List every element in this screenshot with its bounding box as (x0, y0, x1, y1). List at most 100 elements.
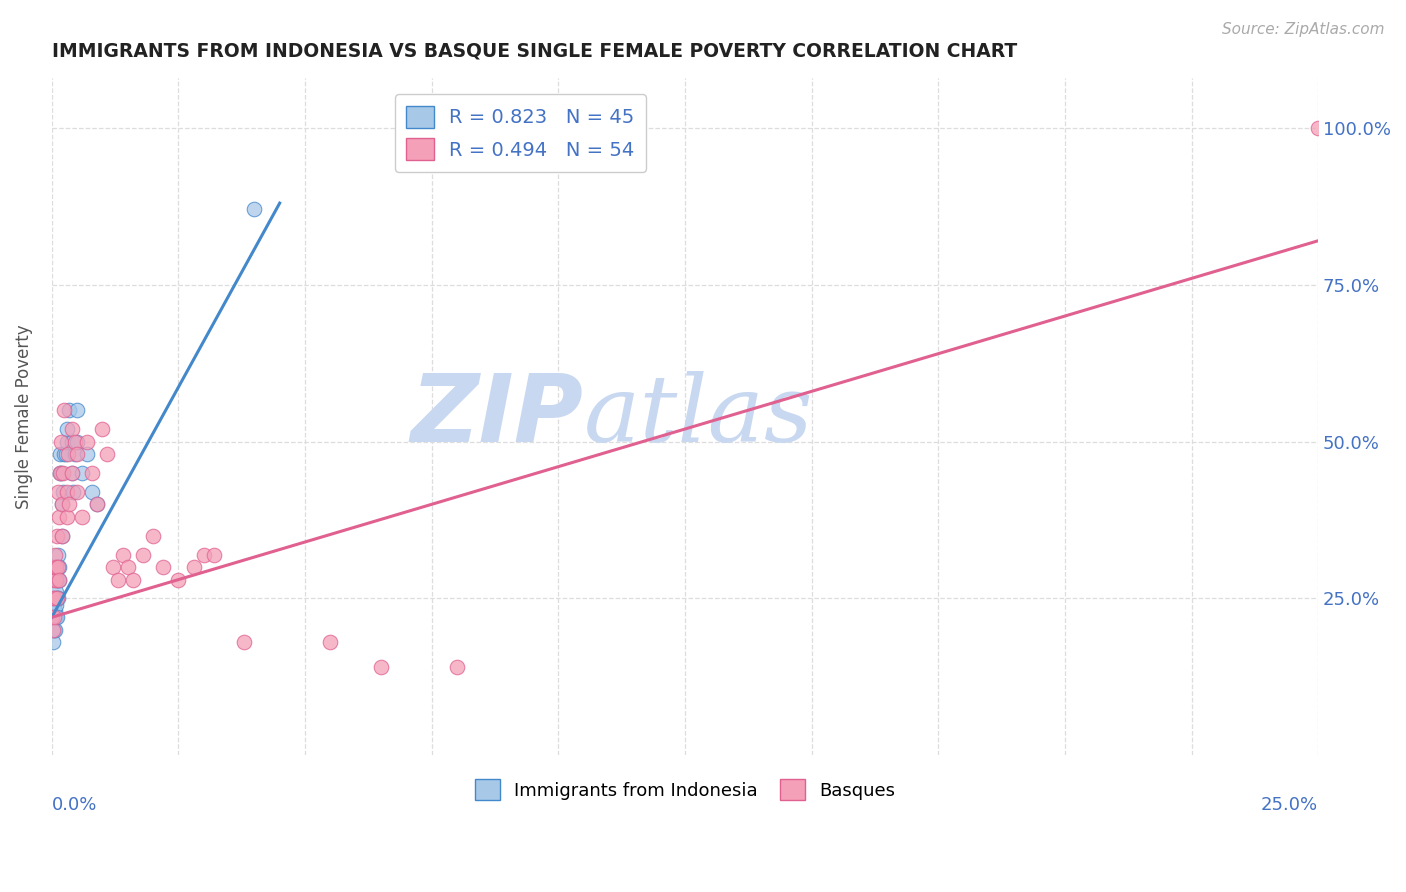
Point (56, 447, 79, 461)
Point (45, 591, 67, 606)
Point (243, 202, 266, 217)
Point (48, 509, 70, 524)
Point (42, 635, 65, 649)
Point (132, 548, 155, 562)
Point (66, 434, 89, 449)
Point (46, 573, 69, 587)
Point (44, 598, 66, 612)
Point (82, 484, 104, 499)
Point (66, 447, 89, 461)
Point (183, 560, 205, 574)
Point (63, 434, 86, 449)
Point (44, 591, 66, 606)
Point (53, 403, 76, 417)
Point (193, 548, 215, 562)
Point (49, 466, 72, 480)
Point (55, 447, 77, 461)
Point (56, 484, 79, 499)
Point (45, 585, 67, 599)
Point (111, 548, 134, 562)
Point (45, 560, 67, 574)
Point (70, 466, 93, 480)
Point (52, 484, 75, 499)
Y-axis label: Single Female Poverty: Single Female Poverty (15, 324, 32, 508)
Point (48, 560, 70, 574)
Point (202, 548, 225, 562)
Point (52, 466, 75, 480)
Point (1308, 120, 1330, 135)
Point (446, 660, 468, 674)
Text: Source: ZipAtlas.com: Source: ZipAtlas.com (1222, 22, 1385, 37)
Point (42, 591, 65, 606)
Point (51, 529, 73, 543)
Text: atlas: atlas (583, 371, 813, 461)
Point (45, 560, 67, 574)
Point (45, 610, 67, 624)
Text: 0.0%: 0.0% (52, 796, 97, 814)
Point (121, 573, 143, 587)
Point (49, 466, 72, 480)
Point (45, 573, 67, 587)
Point (167, 573, 190, 587)
Point (60, 434, 83, 449)
Point (42, 610, 65, 624)
Point (60, 466, 83, 480)
Point (233, 635, 256, 649)
Point (42, 610, 65, 624)
Point (70, 509, 93, 524)
Point (319, 635, 342, 649)
Point (51, 529, 73, 543)
Point (46, 560, 69, 574)
Point (53, 447, 76, 461)
Point (56, 434, 79, 449)
Point (370, 660, 392, 674)
Point (49, 434, 72, 449)
Point (48, 573, 70, 587)
Point (45, 591, 67, 606)
Point (86, 497, 108, 511)
Point (44, 623, 66, 637)
Point (101, 560, 124, 574)
Point (45, 591, 67, 606)
Point (45, 598, 67, 612)
Point (45, 610, 67, 624)
Point (66, 484, 89, 499)
Point (91, 422, 114, 436)
Point (44, 560, 66, 574)
Point (56, 422, 79, 436)
Point (82, 466, 104, 480)
Point (46, 591, 69, 606)
Point (48, 573, 70, 587)
Point (46, 484, 69, 499)
Point (46, 560, 69, 574)
Point (45, 573, 67, 587)
Point (86, 497, 108, 511)
Text: IMMIGRANTS FROM INDONESIA VS BASQUE SINGLE FEMALE POVERTY CORRELATION CHART: IMMIGRANTS FROM INDONESIA VS BASQUE SING… (52, 42, 1017, 61)
Text: 25.0%: 25.0% (1261, 796, 1319, 814)
Point (58, 403, 80, 417)
Point (152, 560, 174, 574)
Point (41, 610, 63, 624)
Point (60, 466, 83, 480)
Point (44, 610, 66, 624)
Point (49, 447, 72, 461)
Point (117, 560, 139, 574)
Point (60, 422, 83, 436)
Point (42, 623, 65, 637)
Point (96, 447, 118, 461)
Point (45, 529, 67, 543)
Point (76, 447, 98, 461)
Point (107, 573, 129, 587)
Point (49, 466, 72, 480)
Point (44, 548, 66, 562)
Point (46, 548, 69, 562)
Legend: Immigrants from Indonesia, Basques: Immigrants from Indonesia, Basques (467, 772, 903, 807)
Point (63, 447, 86, 461)
Point (44, 623, 66, 637)
Point (76, 434, 98, 449)
Point (51, 497, 73, 511)
Point (62, 484, 84, 499)
Point (56, 509, 79, 524)
Text: ZIP: ZIP (411, 370, 583, 462)
Point (58, 497, 80, 511)
